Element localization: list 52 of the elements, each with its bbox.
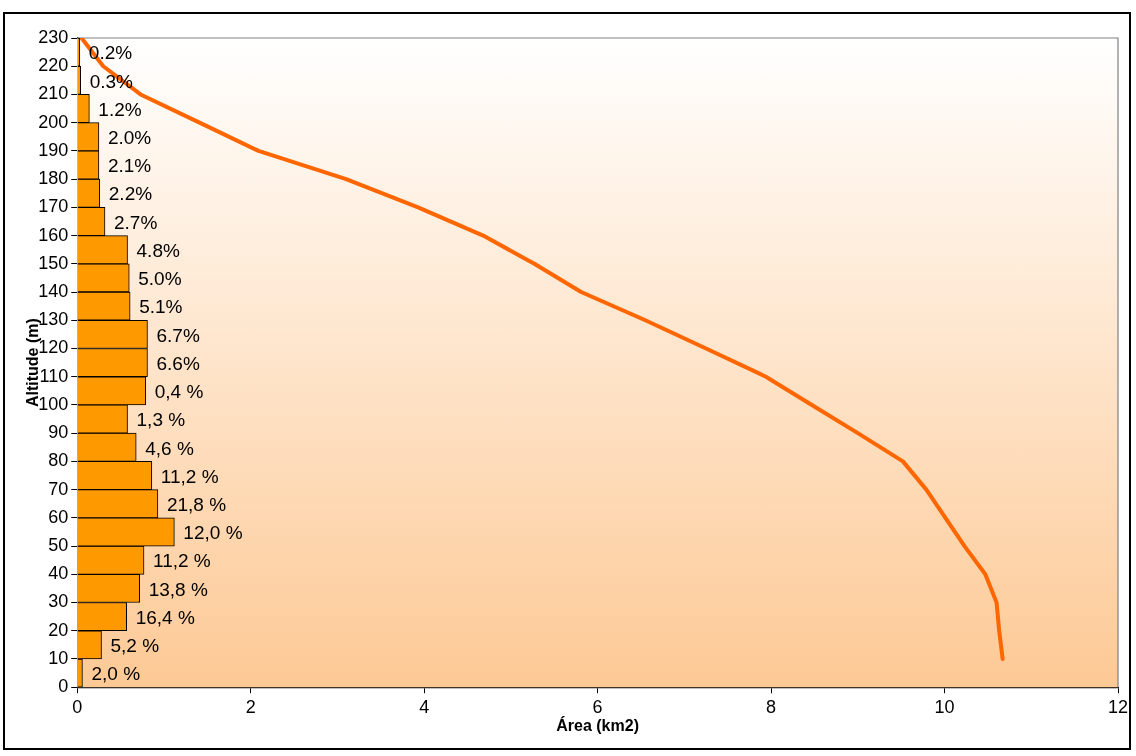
x-tick-label: 8	[766, 696, 777, 717]
x-tick-label: 10	[934, 696, 955, 717]
x-tick-label: 2	[245, 696, 256, 717]
annotation: 0,4 %	[154, 381, 204, 403]
annotation: 4,6 %	[145, 437, 194, 459]
y-tick-label: 160	[38, 224, 69, 245]
y-tick-label: 100	[38, 393, 69, 414]
y-tick-label: 20	[48, 619, 69, 640]
y-tick-label: 0	[58, 676, 69, 697]
annotation: 11,2 %	[153, 550, 211, 572]
y-tick-label: 30	[48, 591, 69, 612]
annotation: 5.0%	[138, 268, 182, 290]
y-tick-label: 40	[48, 563, 69, 584]
annotation: 6.7%	[156, 324, 200, 346]
y-tick-label: 90	[48, 422, 69, 443]
annotation: 5.1%	[139, 296, 183, 318]
annotation: 11,2 %	[160, 465, 219, 487]
y-tick-label: 10	[48, 647, 69, 668]
y-tick-label: 50	[48, 535, 69, 556]
y-tick-label: 150	[38, 252, 69, 273]
x-tick-label: 4	[419, 696, 430, 717]
annotation: 2.7%	[113, 211, 158, 233]
y-tick-label: 230	[38, 26, 69, 47]
x-tick-label: 0	[72, 696, 83, 717]
annotation: 2.1%	[107, 155, 152, 177]
annotation: 13,8 %	[148, 578, 208, 600]
annotation: 2.2%	[108, 183, 153, 205]
annotation: 4.8%	[136, 239, 180, 261]
x-axis-title: Área (km2)	[556, 715, 639, 734]
annotation: 5,2 %	[110, 635, 160, 657]
y-tick-label: 60	[48, 506, 69, 527]
x-tick-label: 12	[1107, 696, 1129, 717]
y-tick-label: 200	[38, 111, 69, 132]
y-tick-label: 180	[38, 168, 69, 189]
y-tick-label: 110	[39, 365, 69, 386]
y-tick-label: 70	[48, 478, 69, 499]
y-tick-label: 80	[48, 450, 69, 471]
annotation: 1.2%	[98, 98, 142, 120]
annotation: 6.6%	[156, 352, 200, 374]
annotation: 2,0 %	[91, 663, 141, 685]
y-tick-label: 210	[38, 83, 69, 104]
y-tick-label: 170	[38, 196, 69, 217]
annotation: 12,0 %	[183, 522, 243, 544]
annotation: 16,4 %	[135, 606, 195, 628]
y-tick-label: 220	[38, 55, 69, 76]
y-tick-label: 130	[38, 309, 69, 330]
annotation: 2.0%	[107, 127, 152, 149]
y-tick-label: 140	[38, 281, 69, 301]
y-tick-label: 190	[38, 139, 69, 160]
x-tick-label: 6	[592, 696, 603, 717]
annotation: 1,3 %	[136, 409, 186, 431]
annotation: 21,8 %	[166, 493, 227, 515]
